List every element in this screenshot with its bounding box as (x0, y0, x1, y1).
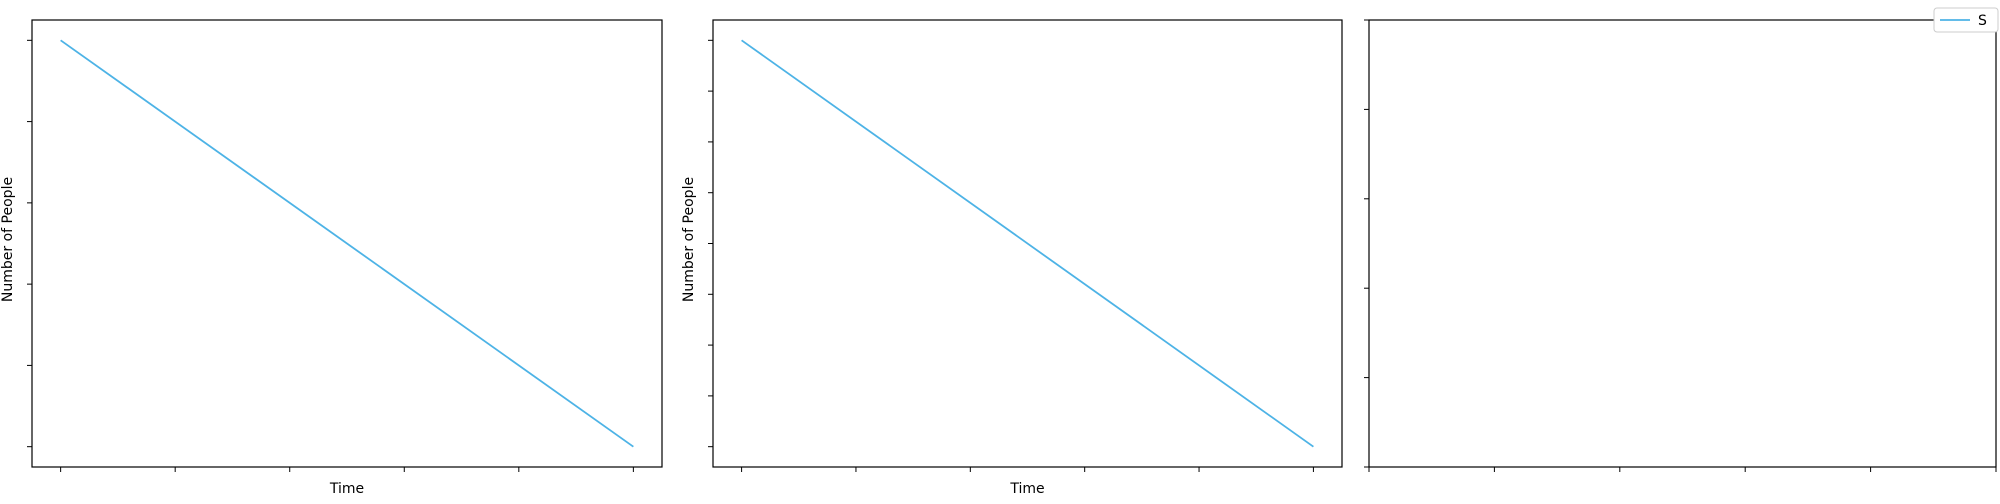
y-axis-label: Number of People (681, 177, 697, 302)
x-axis-label: Time (1009, 481, 1044, 497)
legend: S (1933, 7, 1999, 33)
chart-panel-2: Time Number of People (681, 19, 1343, 497)
chart-panel-1: Time Number of People (0, 19, 663, 497)
series-line-1 (741, 39, 1314, 448)
x-axis-label: Time (329, 481, 364, 497)
legend-label-1: S (1978, 13, 1987, 29)
series-line-1 (60, 39, 634, 448)
axes-frame (31, 19, 663, 468)
chart-panel-3 (1364, 19, 1997, 472)
axes-frame (1368, 19, 1997, 468)
y-axis-label: Number of People (0, 177, 16, 302)
